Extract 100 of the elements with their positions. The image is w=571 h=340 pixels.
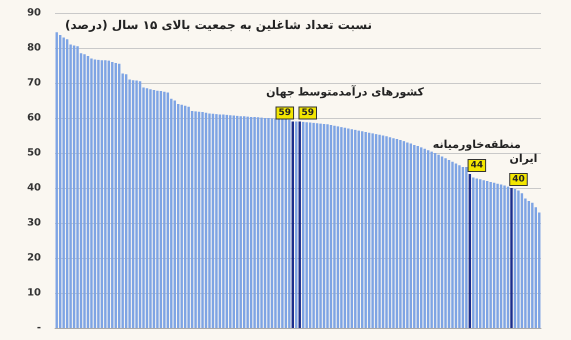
- bar: [152, 90, 156, 328]
- bar: [108, 60, 110, 328]
- bar: [305, 122, 308, 328]
- bar: [426, 150, 430, 328]
- bar: [420, 147, 422, 328]
- bar: [187, 106, 190, 328]
- y-tick-label: 30: [27, 218, 42, 228]
- bar: [344, 128, 346, 328]
- bar: [416, 146, 419, 328]
- y-tick-label: 20: [27, 252, 42, 264]
- annotation: منطقه‌خاورمیانه: [432, 138, 521, 151]
- bar: [76, 46, 79, 328]
- bar: [100, 60, 104, 328]
- bar: [295, 122, 298, 328]
- bar: [410, 144, 412, 328]
- bar: [378, 134, 381, 328]
- bar: [430, 152, 433, 328]
- bar: [316, 123, 318, 328]
- bar: [350, 129, 354, 328]
- bar: [496, 184, 499, 328]
- bar: [368, 132, 370, 328]
- bar: [194, 111, 197, 328]
- bar: [434, 153, 436, 328]
- y-tick-label: 80: [27, 42, 42, 54]
- bar: [240, 116, 242, 328]
- bar: [358, 130, 360, 328]
- bar: [253, 116, 256, 328]
- y-tick-label: 90: [27, 8, 42, 18]
- bar: [62, 38, 65, 328]
- data-label: 59: [278, 108, 292, 118]
- bar: [90, 58, 93, 328]
- bar: [492, 182, 496, 328]
- bar: [72, 46, 76, 328]
- bar: [361, 131, 364, 328]
- bar: [476, 178, 478, 328]
- bar: [229, 115, 232, 328]
- y-tick-label: 70: [27, 78, 42, 88]
- y-tick-label: -: [36, 322, 41, 334]
- bar: [180, 104, 183, 328]
- bar: [517, 190, 520, 328]
- bar: [232, 116, 235, 328]
- bar: [312, 122, 315, 328]
- bar: [104, 60, 107, 328]
- bar: [489, 182, 492, 328]
- bar: [138, 81, 142, 328]
- bar: [458, 165, 461, 328]
- bar: [308, 122, 312, 328]
- annotation: ایران: [509, 152, 538, 165]
- bar: [114, 63, 117, 328]
- bar: [284, 119, 288, 328]
- bar: [472, 178, 475, 328]
- bar: [319, 124, 322, 328]
- bar: [486, 181, 488, 328]
- bar: [215, 114, 218, 328]
- bar: [132, 80, 134, 328]
- bar: [482, 180, 485, 328]
- bar: [174, 100, 176, 328]
- annotation: کشورهای درآمدمتوسط: [298, 84, 425, 98]
- chart-title: نسبت تعداد شاغلین به جمعیت بالای ۱۵ سال (درصد): [65, 18, 372, 32]
- bar: [437, 154, 440, 328]
- bar: [166, 92, 170, 328]
- bar: [149, 89, 152, 328]
- bar: [462, 167, 464, 328]
- bar: [514, 189, 516, 328]
- bar: [274, 118, 277, 328]
- annotation: جهان: [266, 86, 295, 98]
- bar: [250, 116, 252, 328]
- bar: [302, 122, 304, 328]
- bar: [423, 148, 426, 328]
- bar: [503, 186, 506, 328]
- bar: [260, 118, 263, 328]
- bar: [118, 64, 120, 328]
- bar: [281, 119, 284, 328]
- y-tick-label: 60: [27, 112, 42, 124]
- bar: [371, 133, 374, 328]
- bar: [440, 156, 444, 328]
- bar: [374, 134, 378, 328]
- bar: [298, 122, 301, 328]
- bar: [198, 112, 200, 328]
- bar: [399, 140, 402, 328]
- bar: [340, 127, 343, 328]
- bar: [201, 112, 204, 328]
- bar: [163, 92, 166, 328]
- bar: [322, 124, 326, 328]
- bar: [270, 118, 274, 328]
- bar: [479, 179, 482, 328]
- bar: [454, 164, 458, 328]
- bar: [111, 62, 114, 328]
- bar: [406, 142, 409, 328]
- bar: [392, 138, 395, 328]
- y-tick-label: 10: [27, 288, 42, 298]
- bar: [256, 117, 260, 328]
- bar: [66, 39, 68, 328]
- bar: [222, 114, 225, 328]
- bar: [212, 114, 214, 328]
- bar: [528, 200, 530, 328]
- bar: [236, 116, 238, 328]
- bar: [465, 167, 468, 328]
- data-label: 59: [301, 108, 314, 118]
- bar: [531, 202, 534, 328]
